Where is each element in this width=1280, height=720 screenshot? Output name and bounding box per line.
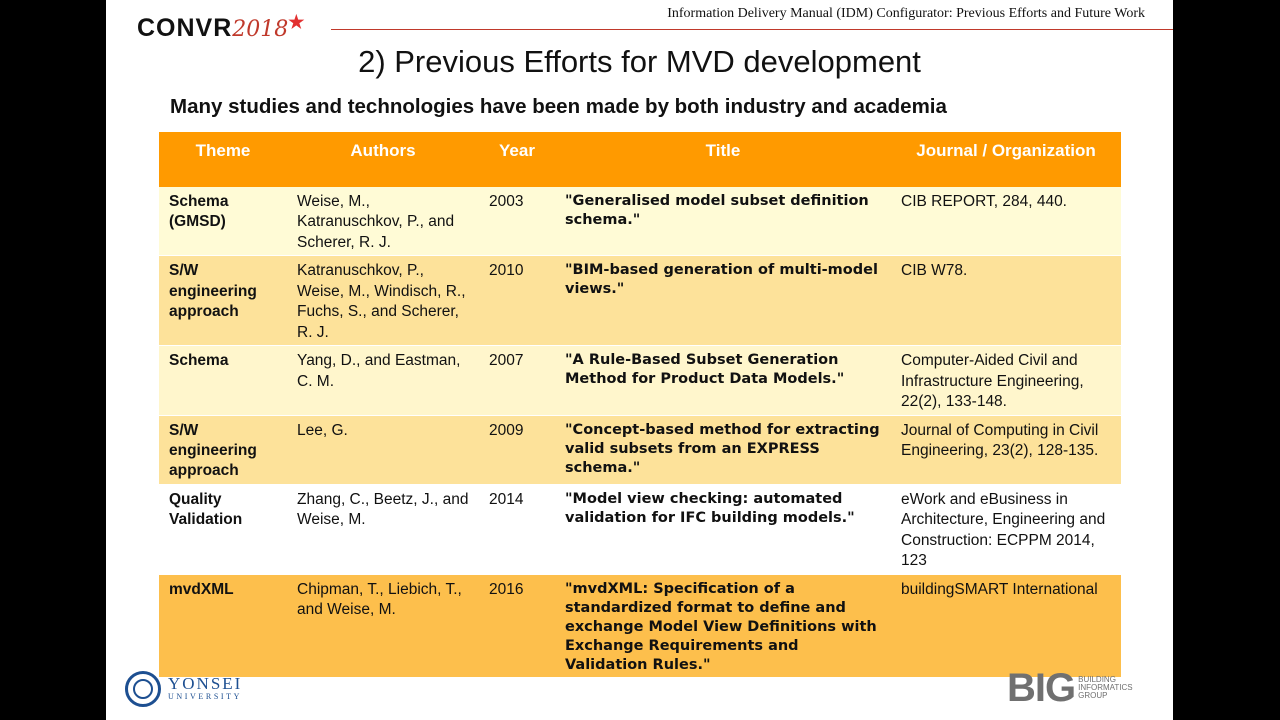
cell-theme: S/W engineering approach — [159, 415, 287, 485]
slide: CONVR2018★ Information Delivery Manual (… — [106, 0, 1173, 720]
cell-theme: mvdXML — [159, 574, 287, 679]
university-name: YONSEI — [168, 674, 243, 693]
cell-journal: eWork and eBusiness in Architecture, Eng… — [891, 484, 1121, 575]
cell-authors: Lee, G. — [287, 415, 479, 485]
table-row: Schema Yang, D., and Eastman, C. M. 2007… — [159, 345, 1121, 416]
cell-authors: Yang, D., and Eastman, C. M. — [287, 345, 479, 416]
cell-year: 2007 — [479, 345, 555, 416]
yonsei-logo: YONSEI UNIVERSITY — [125, 671, 242, 707]
table-row: S/W engineering approach Katranuschkov, … — [159, 255, 1121, 347]
cell-year: 2009 — [479, 415, 555, 485]
column-header-journal: Journal / Organization — [891, 132, 1121, 187]
table-row: Quality Validation Zhang, C., Beetz, J.,… — [159, 484, 1121, 575]
cell-journal: Computer-Aided Civil and Infrastructure … — [891, 345, 1121, 416]
star-icon: ★ — [288, 12, 306, 32]
yonsei-seal-icon — [125, 671, 161, 707]
cell-authors: Weise, M., Katranuschkov, P., and Schere… — [287, 187, 479, 257]
cell-authors: Chipman, T., Liebich, T., and Weise, M. — [287, 574, 479, 679]
column-header-theme: Theme — [159, 132, 287, 187]
cell-title: "A Rule-Based Subset Generation Method f… — [555, 345, 891, 416]
table-row: Schema (GMSD) Weise, M., Katranuschkov, … — [159, 187, 1121, 257]
conference-logo: CONVR2018★ — [137, 12, 306, 43]
group-sub: BUILDING INFORMATICS GROUP — [1078, 675, 1133, 700]
cell-journal: Journal of Computing in Civil Engineerin… — [891, 415, 1121, 485]
column-header-title: Title — [555, 132, 891, 187]
papers-table: Theme Authors Year Title Journal / Organ… — [159, 132, 1121, 679]
cell-title: "Model view checking: automated validati… — [555, 484, 891, 575]
cell-title: "BIM-based generation of multi-model vie… — [555, 255, 891, 347]
cell-journal: buildingSMART International — [891, 574, 1121, 679]
cell-title: "Concept-based method for extracting val… — [555, 415, 891, 485]
cell-year: 2010 — [479, 255, 555, 347]
column-header-authors: Authors — [287, 132, 479, 187]
big-group-logo: BIG BUILDING INFORMATICS GROUP — [1007, 668, 1148, 708]
cell-authors: Zhang, C., Beetz, J., and Weise, M. — [287, 484, 479, 575]
cell-year: 2014 — [479, 484, 555, 575]
cell-year: 2016 — [479, 574, 555, 679]
header-divider — [331, 29, 1173, 30]
cell-theme: Schema — [159, 345, 287, 416]
cell-year: 2003 — [479, 187, 555, 257]
table-row: S/W engineering approach Lee, G. 2009 "C… — [159, 415, 1121, 485]
university-sub: UNIVERSITY — [168, 692, 242, 701]
cell-theme: Schema (GMSD) — [159, 187, 287, 257]
table-row: mvdXML Chipman, T., Liebich, T., and Wei… — [159, 574, 1121, 679]
cell-authors: Katranuschkov, P., Weise, M., Windisch, … — [287, 255, 479, 347]
cell-title: "Generalised model subset definition sch… — [555, 187, 891, 257]
slide-subtitle: Many studies and technologies have been … — [170, 95, 947, 118]
cell-theme: S/W engineering approach — [159, 255, 287, 347]
cell-title: "mvdXML: Specification of a standardized… — [555, 574, 891, 679]
column-header-year: Year — [479, 132, 555, 187]
conference-logo-year: 2018 — [232, 17, 289, 42]
running-title: Information Delivery Manual (IDM) Config… — [667, 6, 1145, 21]
slide-title: 2) Previous Efforts for MVD development — [358, 44, 921, 79]
table-header-row: Theme Authors Year Title Journal / Organ… — [159, 132, 1121, 187]
cell-theme: Quality Validation — [159, 484, 287, 575]
group-mark: BIG — [1007, 666, 1076, 710]
conference-logo-text: CONVR — [137, 14, 233, 42]
cell-journal: CIB W78. — [891, 255, 1121, 347]
cell-journal: CIB REPORT, 284, 440. — [891, 187, 1121, 257]
